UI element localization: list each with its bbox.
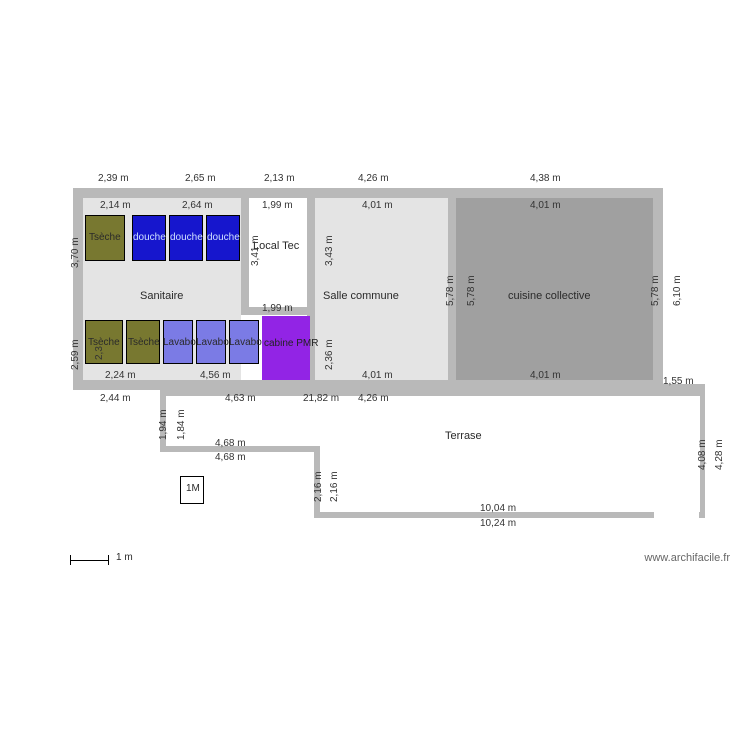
dim-610: 6,10 m xyxy=(672,275,683,306)
dim-216a: 2,16 m xyxy=(313,471,324,502)
dim-426b: 4,26 m xyxy=(358,393,389,404)
dim-401d: 4,01 m xyxy=(530,370,561,381)
label-terrasse: Terrase xyxy=(445,430,482,442)
label-douche2: douche xyxy=(170,232,203,243)
dim-265: 2,65 m xyxy=(185,173,216,184)
dim-236: 2,36 m xyxy=(324,339,335,370)
wall-int-1 xyxy=(241,196,249,315)
dim-2182: 21,82 m xyxy=(303,393,339,404)
dim-199a: 1,99 m xyxy=(262,200,293,211)
label-lav1: Lavabo xyxy=(163,337,196,348)
dim-213: 2,13 m xyxy=(264,173,295,184)
dim-343: 3,43 m xyxy=(324,235,335,266)
dim-244: 2,44 m xyxy=(100,393,131,404)
dim-259: 2,59 m xyxy=(70,339,81,370)
dim-1024: 10,24 m xyxy=(480,518,516,529)
dim-370: 3,70 m xyxy=(70,237,81,268)
dim-463: 4,63 m xyxy=(225,393,256,404)
dim-199b: 1,99 m xyxy=(262,303,293,314)
dim-224: 2,24 m xyxy=(105,370,136,381)
dim-23: 2,3 xyxy=(94,346,105,360)
dim-194: 1,94 m xyxy=(158,409,169,440)
label-cuisine: cuisine collective xyxy=(508,290,591,302)
label-salle: Salle commune xyxy=(323,290,399,302)
dim-456: 4,56 m xyxy=(200,370,231,381)
label-douche3: douche xyxy=(207,232,240,243)
dim-401a: 4,01 m xyxy=(362,200,393,211)
scale-label: 1 m xyxy=(116,552,133,563)
label-lav2: Lavabo xyxy=(196,337,229,348)
room-cuisine xyxy=(456,198,653,380)
dim-428: 4,28 m xyxy=(714,439,725,470)
dim-264: 2,64 m xyxy=(182,200,213,211)
credit: www.archifacile.fr xyxy=(644,552,730,564)
dim-408: 4,08 m xyxy=(697,439,708,470)
wall-bottom xyxy=(73,380,663,390)
dim-578a: 5,78 m xyxy=(445,275,456,306)
label-douche1: douche xyxy=(133,232,166,243)
dim-438: 4,38 m xyxy=(530,173,561,184)
dim-214: 2,14 m xyxy=(100,200,131,211)
label-tseche3: Tsèche xyxy=(128,337,160,348)
dim-239: 2,39 m xyxy=(98,173,129,184)
dim-1004: 10,04 m xyxy=(480,503,516,514)
dim-341: 3,41 m xyxy=(250,235,261,266)
label-lav3: Lavabo xyxy=(229,337,262,348)
dim-468b: 4,68 m xyxy=(215,452,246,463)
dim-426: 4,26 m xyxy=(358,173,389,184)
dim-216b: 2,16 m xyxy=(329,471,340,502)
dim-578b: 5,78 m xyxy=(466,275,477,306)
label-pmr: cabine PMR xyxy=(264,338,318,349)
dim-401c: 4,01 m xyxy=(362,370,393,381)
label-1m: 1M xyxy=(186,483,200,494)
dim-184: 1,84 m xyxy=(176,409,187,440)
dim-401b: 4,01 m xyxy=(530,200,561,211)
dim-578c: 5,78 m xyxy=(650,275,661,306)
wall-top xyxy=(73,188,663,198)
label-sanitaire: Sanitaire xyxy=(140,290,183,302)
dim-155: 1,55 m xyxy=(663,376,694,387)
label-tseche1: Tsèche xyxy=(89,232,121,243)
dim-468a: 4,68 m xyxy=(215,438,246,449)
